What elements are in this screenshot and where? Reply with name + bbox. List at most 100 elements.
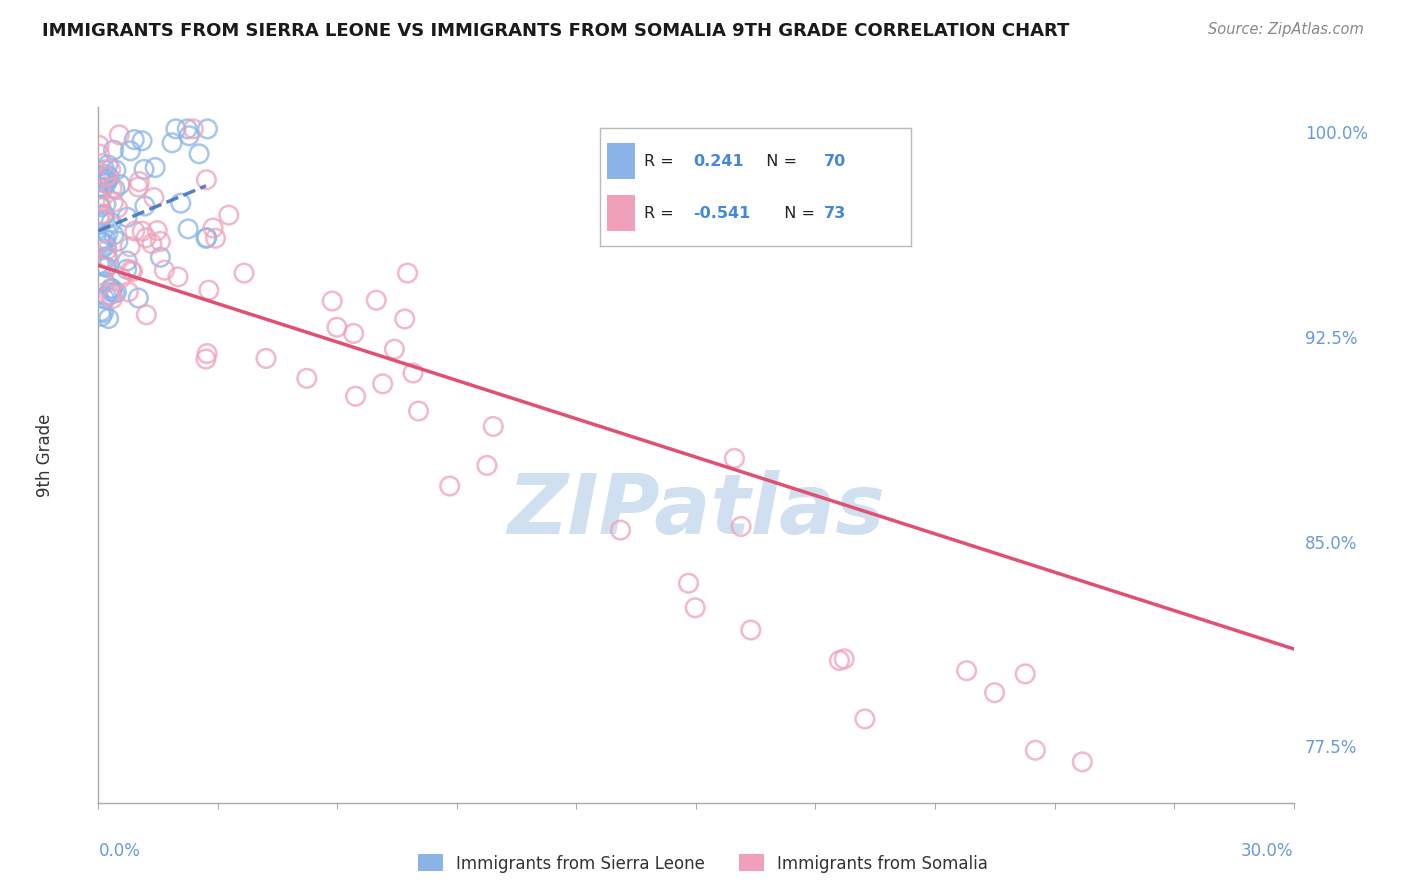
- Point: [218, 208, 240, 222]
- Point: [408, 404, 430, 418]
- Point: [195, 230, 218, 244]
- Point: [96, 243, 118, 257]
- Text: 0.0%: 0.0%: [98, 842, 141, 860]
- Point: [832, 652, 855, 666]
- Text: N =: N =: [756, 153, 801, 169]
- Point: [101, 282, 124, 296]
- Point: [730, 519, 752, 533]
- Point: [475, 458, 498, 473]
- Point: [160, 136, 183, 150]
- Point: [103, 143, 125, 157]
- Point: [321, 294, 343, 309]
- Text: 77.5%: 77.5%: [1305, 739, 1357, 757]
- Point: [122, 133, 145, 147]
- Point: [396, 266, 419, 280]
- Point: [149, 235, 172, 249]
- Point: [107, 234, 129, 248]
- Point: [120, 144, 142, 158]
- Point: [609, 523, 631, 537]
- Point: [131, 224, 153, 238]
- Point: [167, 269, 190, 284]
- Point: [100, 215, 122, 229]
- Point: [93, 207, 115, 221]
- Point: [105, 285, 128, 300]
- Text: 100.0%: 100.0%: [1305, 125, 1368, 144]
- Point: [89, 169, 111, 183]
- Point: [94, 232, 117, 246]
- Point: [108, 178, 131, 192]
- Point: [90, 200, 112, 214]
- Point: [115, 262, 138, 277]
- Point: [723, 451, 745, 466]
- Point: [94, 197, 117, 211]
- Text: 92.5%: 92.5%: [1305, 330, 1357, 348]
- Text: R =: R =: [644, 205, 679, 220]
- Point: [295, 371, 318, 385]
- Text: 73: 73: [824, 205, 846, 220]
- Point: [135, 308, 157, 322]
- Point: [89, 194, 111, 208]
- Point: [439, 479, 461, 493]
- Point: [89, 180, 111, 194]
- Point: [482, 419, 505, 434]
- Point: [94, 177, 117, 191]
- Point: [93, 171, 115, 186]
- Point: [179, 128, 201, 143]
- Point: [89, 182, 111, 196]
- Point: [108, 128, 131, 142]
- Point: [94, 275, 117, 289]
- Text: IMMIGRANTS FROM SIERRA LEONE VS IMMIGRANTS FROM SOMALIA 9TH GRADE CORRELATION CH: IMMIGRANTS FROM SIERRA LEONE VS IMMIGRAN…: [42, 22, 1070, 40]
- Point: [188, 146, 211, 161]
- Point: [98, 288, 121, 302]
- Point: [1014, 666, 1036, 681]
- Point: [89, 257, 111, 271]
- Point: [204, 231, 226, 245]
- Point: [131, 134, 153, 148]
- Point: [124, 224, 146, 238]
- Point: [93, 235, 115, 250]
- Point: [121, 264, 143, 278]
- Point: [91, 242, 114, 256]
- Text: Source: ZipAtlas.com: Source: ZipAtlas.com: [1208, 22, 1364, 37]
- Point: [89, 138, 111, 153]
- Point: [146, 224, 169, 238]
- Point: [90, 304, 112, 318]
- Point: [384, 342, 406, 356]
- Point: [94, 167, 117, 181]
- Point: [197, 121, 219, 136]
- Point: [96, 251, 118, 265]
- Text: 0.241: 0.241: [693, 153, 744, 169]
- Point: [94, 292, 117, 306]
- Point: [153, 263, 176, 277]
- Point: [120, 263, 142, 277]
- Point: [89, 198, 111, 212]
- Point: [96, 260, 118, 275]
- Bar: [606, 144, 634, 178]
- Point: [1071, 755, 1094, 769]
- Point: [678, 576, 700, 591]
- Point: [96, 289, 118, 303]
- Point: [104, 182, 127, 196]
- Point: [181, 121, 204, 136]
- Text: 30.0%: 30.0%: [1241, 842, 1294, 860]
- Point: [165, 121, 187, 136]
- Point: [100, 162, 122, 177]
- Point: [104, 163, 127, 178]
- Point: [91, 175, 114, 189]
- Point: [97, 251, 120, 265]
- Point: [141, 236, 163, 251]
- Point: [195, 173, 218, 187]
- Point: [1024, 743, 1046, 757]
- Point: [90, 268, 112, 282]
- Point: [983, 686, 1005, 700]
- Point: [740, 623, 762, 637]
- Text: 9th Grade: 9th Grade: [35, 413, 53, 497]
- Point: [94, 212, 117, 227]
- Point: [134, 199, 156, 213]
- Point: [103, 195, 125, 210]
- Point: [254, 351, 277, 366]
- Point: [115, 254, 138, 268]
- Point: [90, 207, 112, 221]
- Point: [89, 147, 111, 161]
- Point: [195, 346, 218, 360]
